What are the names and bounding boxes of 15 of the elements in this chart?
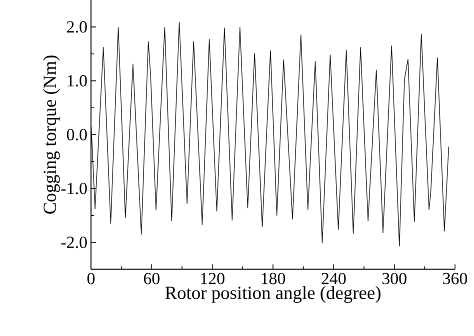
line-series	[91, 22, 450, 246]
x-tick-label: 240	[322, 272, 346, 284]
x-tick-label: 120	[201, 272, 224, 284]
y-tick-label: -2.0	[61, 236, 87, 248]
y-tick-label: 1.0	[68, 75, 87, 87]
x-tick-label: 300	[382, 272, 406, 284]
x-tick-label: 180	[262, 272, 286, 284]
y-tick-label: 2.0	[67, 21, 87, 33]
x-tick-label: 0	[87, 272, 95, 284]
x-tick-label: 360	[443, 272, 468, 284]
x-axis-title: Rotor position angle (degree)	[165, 286, 380, 303]
y-axis-title: Cogging torque (Nm)	[43, 56, 60, 214]
x-tick-label: 60	[144, 272, 160, 284]
y-tick-label: -1.0	[61, 182, 87, 194]
y-tick-label: 0.0	[66, 128, 87, 140]
